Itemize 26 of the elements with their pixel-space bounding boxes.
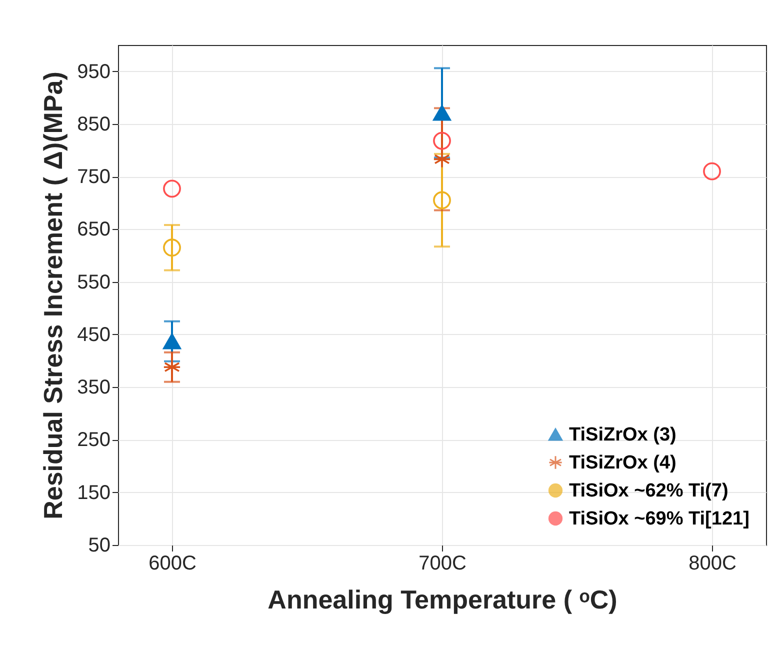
legend-label: TiSiZrOx (3) — [569, 424, 676, 446]
legend-label: TiSiOx ~62% Ti(7) — [569, 480, 728, 502]
y-axis-title: Residual Stress Increment ( Δ)(MPa) — [38, 72, 68, 520]
x-tick-label: 800C — [688, 552, 736, 574]
y-tick-label: 150 — [77, 482, 110, 504]
y-tick-label: 250 — [77, 429, 110, 452]
x-axis-title: Annealing Temperature ( ᵒC) — [268, 584, 618, 614]
y-tick-label: 750 — [77, 166, 110, 188]
x-tick-label: 700C — [418, 552, 466, 574]
y-tick-label: 550 — [77, 271, 110, 294]
point — [163, 180, 181, 198]
y-tick-label: 50 — [88, 534, 110, 556]
x-tick-label: 600C — [148, 552, 196, 574]
point — [163, 333, 181, 350]
y-tick-label: 850 — [77, 113, 110, 136]
point — [703, 162, 721, 180]
point — [433, 132, 451, 150]
y-tick-label: 650 — [77, 218, 110, 241]
legend-label: TiSiZrOx (4) — [569, 452, 676, 474]
y-tick-label: 350 — [77, 376, 110, 399]
point — [163, 238, 181, 257]
legend-label: TiSiOx ~69% Ti[121] — [569, 508, 750, 530]
y-tick-label: 950 — [77, 60, 110, 83]
y-tick-label: 450 — [77, 324, 110, 346]
point — [433, 105, 451, 121]
point — [433, 191, 451, 210]
